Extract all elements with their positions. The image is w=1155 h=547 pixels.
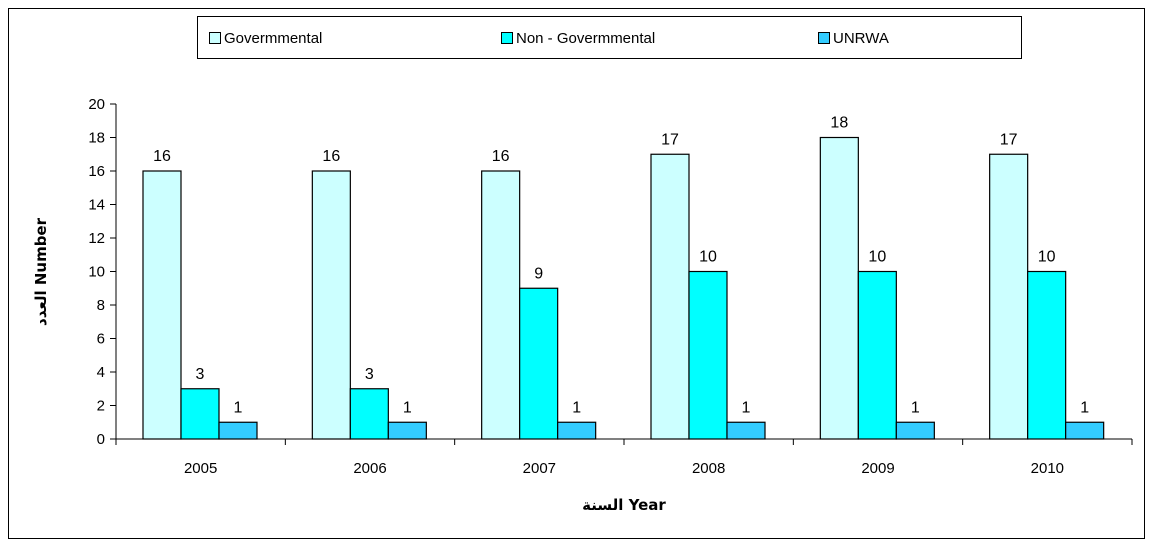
bar (519, 287, 559, 440)
x-axis-title: السنة Year (582, 496, 666, 514)
x-tick-label: 2005 (184, 460, 217, 477)
legend-label-unrwa: UNRWA (833, 29, 889, 47)
legend-item-unrwa: UNRWA (818, 29, 889, 47)
y-tick-label: 2 (97, 398, 105, 415)
bar (481, 170, 521, 440)
legend-item-govermmental: Govermmental (209, 29, 323, 47)
y-tick-label: 18 (88, 130, 105, 147)
data-label: 1 (1080, 399, 1089, 416)
y-tick-label: 20 (88, 96, 105, 113)
legend-swatch-unrwa (818, 32, 830, 44)
bar (1065, 421, 1105, 440)
data-label: 17 (661, 131, 679, 148)
data-label: 16 (492, 148, 510, 165)
data-label: 1 (911, 399, 920, 416)
bar (726, 421, 766, 440)
chart-legend: Govermmental Non - Govermmental UNRWA (197, 16, 1022, 59)
y-tick-label: 0 (97, 431, 105, 448)
data-label: 3 (196, 366, 205, 383)
bar (819, 136, 859, 440)
data-label: 1 (572, 399, 581, 416)
legend-label-govermmental: Govermmental (224, 29, 323, 47)
bar (180, 388, 220, 440)
y-tick-label: 8 (97, 297, 105, 314)
x-tick-label: 2009 (861, 460, 894, 477)
bar (142, 170, 182, 440)
data-label: 1 (234, 399, 243, 416)
bar (895, 421, 935, 440)
data-label: 3 (365, 366, 374, 383)
legend-swatch-govermmental (209, 32, 221, 44)
bar (218, 421, 258, 440)
data-label: 16 (322, 148, 340, 165)
data-label: 17 (1000, 131, 1018, 148)
data-label: 10 (699, 249, 717, 266)
y-tick-label: 12 (88, 230, 105, 247)
data-label: 16 (153, 148, 171, 165)
bar (1027, 270, 1067, 440)
y-tick-label: 10 (88, 264, 105, 281)
y-axis-title: العدد Number (32, 217, 50, 326)
bar (650, 153, 690, 440)
y-tick-label: 4 (97, 364, 105, 381)
x-tick-label: 2006 (353, 460, 386, 477)
legend-swatch-non-govermmental (501, 32, 513, 44)
x-tick-label: 2010 (1031, 460, 1064, 477)
legend-label-non-govermmental: Non - Govermmental (516, 29, 656, 47)
x-tick-label: 2008 (692, 460, 725, 477)
bar (989, 153, 1029, 440)
y-tick-label: 6 (97, 331, 105, 348)
bar (857, 270, 897, 440)
x-tick-label: 2007 (523, 460, 556, 477)
chart-area (8, 8, 1145, 539)
data-label: 1 (742, 399, 751, 416)
y-tick-label: 16 (88, 163, 105, 180)
data-label: 18 (830, 115, 848, 132)
data-label: 1 (403, 399, 412, 416)
bar (387, 421, 427, 440)
y-tick-label: 14 (88, 197, 105, 214)
bar (311, 170, 351, 440)
bar (688, 270, 728, 440)
data-label: 9 (534, 265, 543, 282)
bar (349, 388, 389, 440)
data-label: 10 (868, 249, 886, 266)
bar (557, 421, 597, 440)
data-label: 10 (1038, 249, 1056, 266)
legend-item-non-govermmental: Non - Govermmental (501, 29, 656, 47)
